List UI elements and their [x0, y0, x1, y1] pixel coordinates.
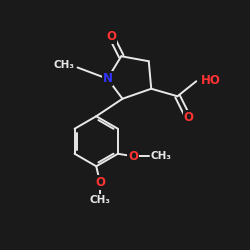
Text: CH₃: CH₃ [90, 195, 110, 205]
Text: O: O [95, 176, 105, 189]
Text: HO: HO [201, 74, 221, 86]
Text: CH₃: CH₃ [54, 60, 75, 70]
Text: O: O [106, 30, 116, 43]
Text: O: O [184, 111, 194, 124]
Text: N: N [102, 72, 113, 85]
Text: CH₃: CH₃ [150, 151, 172, 161]
Text: O: O [128, 150, 138, 163]
